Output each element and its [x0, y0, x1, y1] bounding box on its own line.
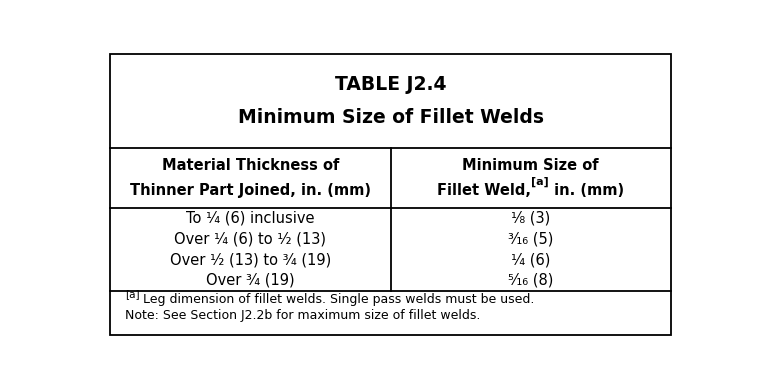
Text: To ¹⁄₄ (6) inclusive: To ¹⁄₄ (6) inclusive: [186, 211, 315, 226]
Text: [a]: [a]: [531, 177, 549, 187]
Text: ⁵⁄₁₆ (8): ⁵⁄₁₆ (8): [508, 273, 553, 288]
Text: TABLE J2.4: TABLE J2.4: [335, 75, 447, 94]
Text: Minimum Size of: Minimum Size of: [463, 158, 599, 173]
Text: Material Thickness of: Material Thickness of: [162, 158, 339, 173]
Text: Minimum Size of Fillet Welds: Minimum Size of Fillet Welds: [238, 108, 543, 127]
Text: Over ¹⁄₄ (6) to ¹⁄₂ (13): Over ¹⁄₄ (6) to ¹⁄₂ (13): [174, 231, 326, 246]
Text: [a]: [a]: [125, 289, 139, 299]
Text: Leg dimension of fillet welds. Single pass welds must be used.: Leg dimension of fillet welds. Single pa…: [139, 293, 535, 306]
Text: ³⁄₁₆ (5): ³⁄₁₆ (5): [508, 231, 553, 246]
Text: ¹⁄₈ (3): ¹⁄₈ (3): [511, 211, 550, 226]
Text: Over ³⁄₄ (19): Over ³⁄₄ (19): [206, 273, 295, 288]
Text: Thinner Part Joined, in. (mm): Thinner Part Joined, in. (mm): [130, 183, 371, 198]
Text: Note: See Section J2.2b for maximum size of fillet welds.: Note: See Section J2.2b for maximum size…: [125, 310, 480, 323]
Text: in. (mm): in. (mm): [549, 183, 624, 198]
Text: ¹⁄₄ (6): ¹⁄₄ (6): [511, 252, 550, 267]
Text: Fillet Weld,: Fillet Weld,: [437, 183, 531, 198]
Text: Over ¹⁄₂ (13) to ³⁄₄ (19): Over ¹⁄₂ (13) to ³⁄₄ (19): [170, 252, 331, 267]
